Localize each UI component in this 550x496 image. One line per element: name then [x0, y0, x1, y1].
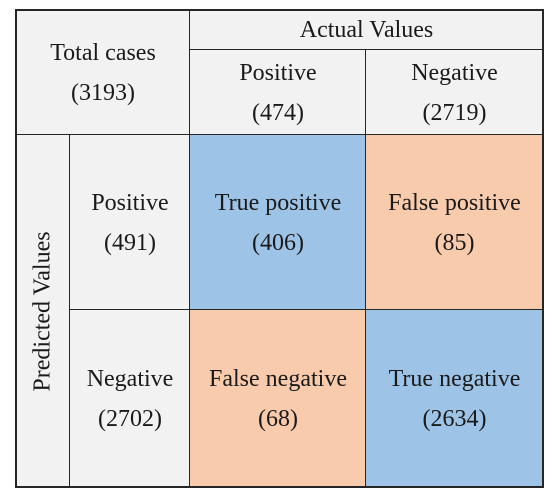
divider-actual-header [190, 49, 543, 50]
false-positive-label: False positive [388, 189, 521, 216]
predicted-values-header [16, 135, 70, 487]
true-negative-label: True negative [388, 365, 521, 392]
predicted-positive-label: Positive [91, 189, 169, 216]
false-negative-cell: False negative (68) [190, 310, 366, 487]
total-cases-label: Total cases [50, 39, 156, 66]
border-bottom [15, 486, 544, 488]
false-positive-cell: False positive (85) [366, 135, 543, 310]
predicted-negative-count: (2702) [98, 405, 162, 432]
divider-middle-col [365, 50, 366, 487]
predicted-negative-label: Negative [86, 365, 174, 392]
divider-middle-row [70, 309, 543, 310]
divider-header-row [16, 134, 543, 135]
divider-predicted-label [69, 135, 70, 487]
actual-positive-label: Positive [239, 59, 317, 86]
actual-positive-cell: Positive (474) [190, 50, 366, 135]
false-negative-label: False negative [209, 365, 347, 392]
predicted-values-label-wrap: Predicted Values [16, 135, 70, 487]
total-cases-cell: Total cases (3193) [16, 10, 190, 135]
border-top [15, 9, 544, 11]
total-cases-count: (3193) [71, 79, 135, 106]
actual-values-label: Actual Values [299, 17, 434, 43]
predicted-positive-cell: Positive (491) [70, 135, 190, 310]
actual-negative-label: Negative [411, 59, 498, 86]
true-positive-count: (406) [252, 229, 304, 256]
false-positive-count: (85) [434, 229, 475, 256]
actual-positive-count: (474) [252, 99, 304, 126]
border-left [15, 9, 17, 488]
divider-first-col [189, 10, 190, 487]
true-positive-cell: True positive (406) [190, 135, 366, 310]
predicted-values-label: Predicted Values [29, 230, 56, 392]
actual-negative-cell: Negative (2719) [366, 50, 543, 135]
predicted-negative-cell: Negative (2702) [70, 310, 190, 487]
actual-values-header: Actual Values [190, 10, 543, 50]
true-positive-label: True positive [214, 189, 342, 216]
false-negative-count: (68) [258, 405, 298, 432]
true-negative-count: (2634) [422, 405, 487, 432]
true-negative-cell: True negative (2634) [366, 310, 543, 487]
predicted-positive-count: (491) [104, 229, 156, 256]
border-right [542, 9, 544, 488]
actual-negative-count: (2719) [422, 99, 487, 126]
